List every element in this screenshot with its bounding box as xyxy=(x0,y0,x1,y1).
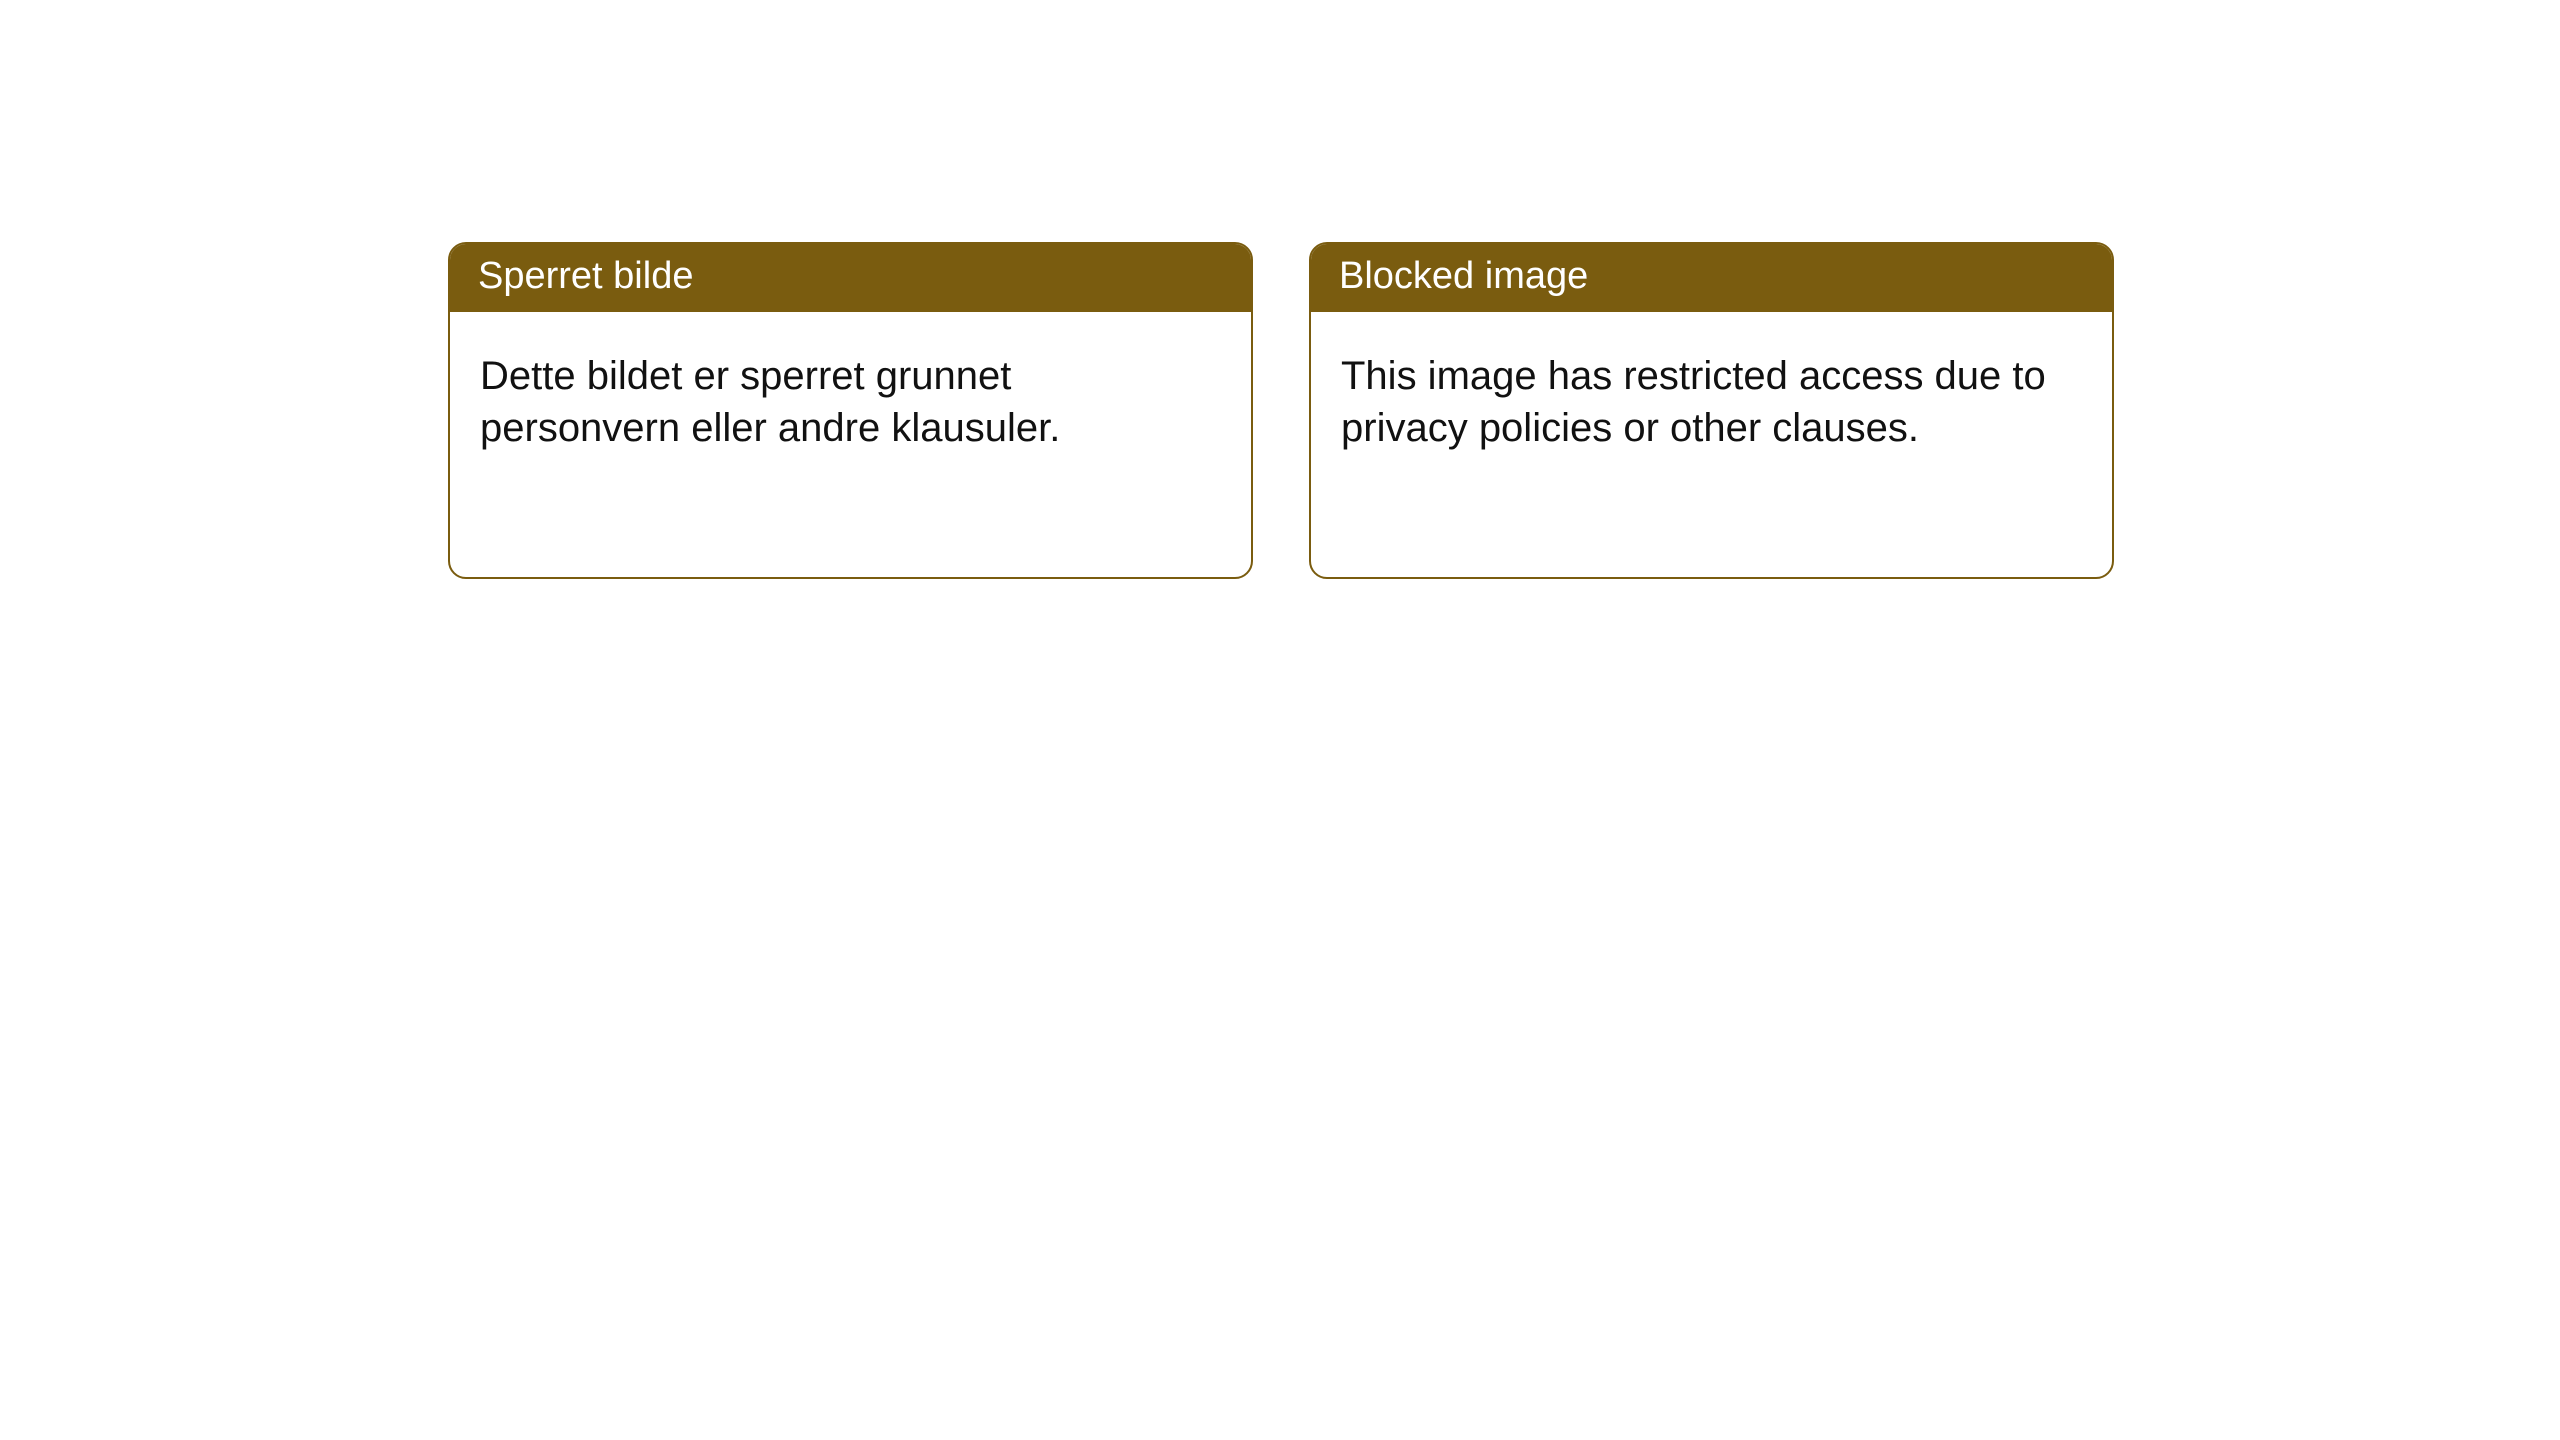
card-body-en: This image has restricted access due to … xyxy=(1311,312,2112,486)
card-header-no: Sperret bilde xyxy=(450,244,1251,312)
blocked-image-card-no: Sperret bilde Dette bildet er sperret gr… xyxy=(448,242,1253,579)
card-header-en: Blocked image xyxy=(1311,244,2112,312)
card-body-no: Dette bildet er sperret grunnet personve… xyxy=(450,312,1251,486)
blocked-image-card-en: Blocked image This image has restricted … xyxy=(1309,242,2114,579)
notice-container: Sperret bilde Dette bildet er sperret gr… xyxy=(0,0,2560,579)
